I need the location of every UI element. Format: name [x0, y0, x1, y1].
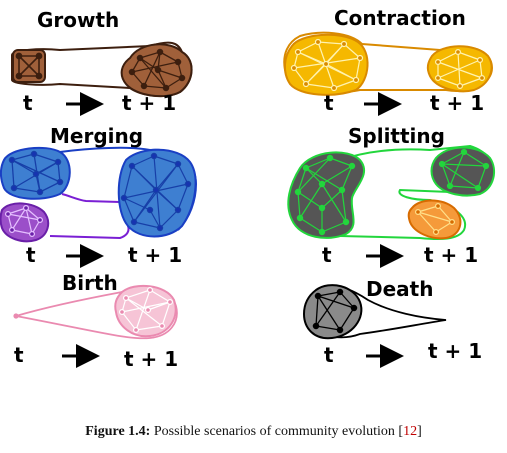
merging-network-t1 [120, 152, 192, 232]
contraction-title: Contraction [334, 6, 466, 30]
growth-t1-label: t + 1 [122, 91, 176, 115]
growth-network-t [15, 52, 43, 80]
contraction-network-t [290, 38, 364, 92]
splitting-community-orange-t1 [407, 199, 462, 240]
merging-panel: Merging [0, 124, 198, 268]
splitting-network-orange-t1 [415, 203, 456, 236]
birth-panel: Birth t t + 1 [13, 271, 178, 371]
merging-title: Merging [50, 124, 143, 148]
figure-caption: Figure 1.4: Possible scenarios of commun… [0, 424, 507, 440]
birth-t-label: t [14, 343, 24, 367]
merging-network-purple-t [4, 205, 43, 238]
death-panel: Death t t + 1 [302, 277, 482, 368]
merging-t-label: t [26, 243, 36, 267]
splitting-community-gray-t1 [430, 146, 496, 197]
splitting-network-gray-t1 [438, 148, 490, 192]
growth-t-label: t [23, 91, 33, 115]
merging-network-blue-t [8, 150, 64, 196]
death-envelope [311, 286, 447, 339]
splitting-t-label: t [322, 243, 332, 267]
splitting-network-t [294, 154, 356, 236]
death-t1-label: t + 1 [428, 339, 482, 363]
contraction-t-label: t [324, 91, 334, 115]
splitting-title: Splitting [348, 124, 445, 148]
caption-reference-link[interactable]: 12 [403, 424, 418, 439]
death-t-label: t [324, 343, 334, 367]
contraction-t1-label: t + 1 [430, 91, 484, 115]
birth-seed-node [13, 313, 19, 319]
growth-panel: Growth t t + 1 [11, 8, 193, 116]
birth-network-t1 [118, 287, 174, 334]
birth-t1-label: t + 1 [124, 347, 178, 371]
growth-network-t1 [128, 48, 186, 92]
splitting-t1-label: t + 1 [424, 243, 478, 267]
caption-label: Figure 1.4: [85, 424, 151, 439]
merging-envelope-purple [49, 193, 130, 240]
splitting-panel: Splitting [287, 124, 496, 268]
birth-title: Birth [62, 271, 118, 295]
contraction-panel: Contraction t [283, 6, 494, 116]
contraction-network-t1 [435, 48, 486, 89]
merging-t1-label: t + 1 [128, 243, 182, 267]
growth-title: Growth [37, 8, 119, 32]
death-network-t [312, 288, 358, 334]
caption-text: Possible scenarios of community evolutio… [150, 424, 404, 439]
death-title: Death [366, 277, 433, 301]
caption-end: ] [417, 424, 422, 439]
